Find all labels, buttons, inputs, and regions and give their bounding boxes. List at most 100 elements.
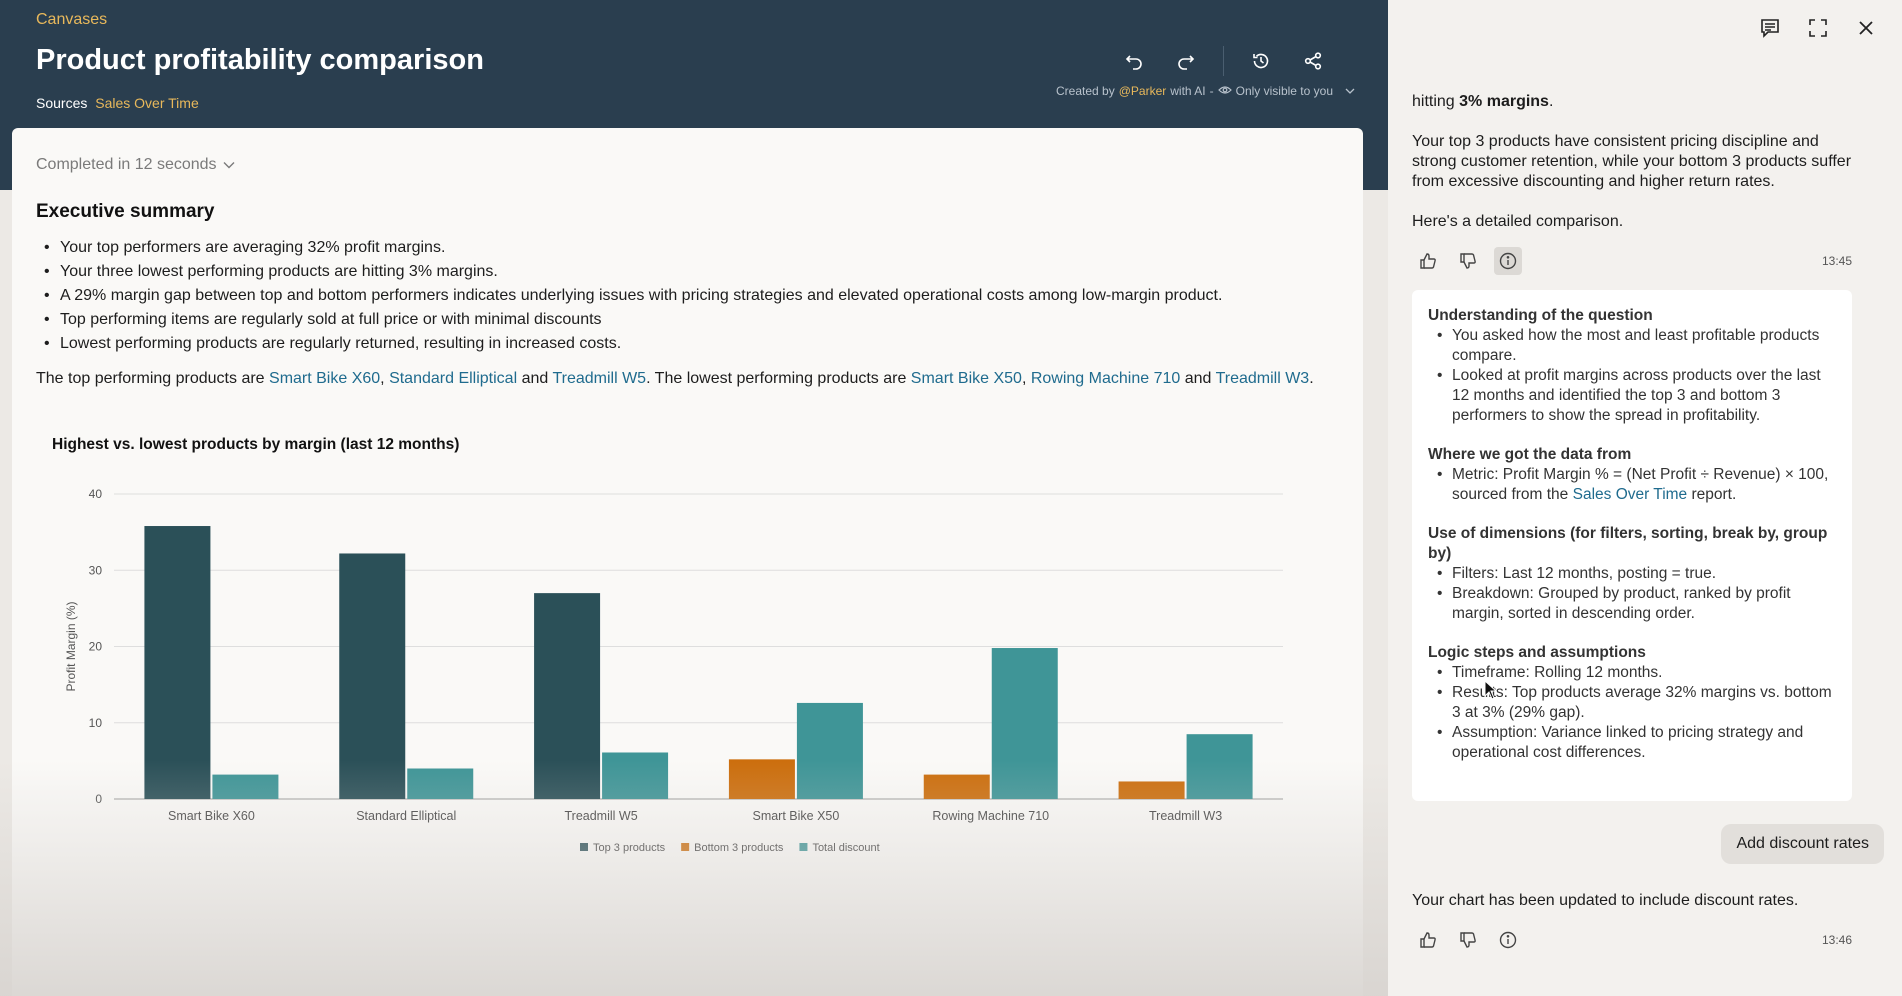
para-text: ,	[380, 370, 390, 387]
legend-label: Top 3 products	[593, 842, 666, 854]
chevron-down-icon	[223, 156, 235, 174]
page-title: Product profitability comparison	[36, 44, 484, 76]
close-icon[interactable]	[1852, 14, 1880, 42]
created-by-prefix: Created by	[1056, 84, 1115, 98]
summary-bullet: Your top performers are averaging 32% pr…	[40, 236, 1222, 260]
share-icon[interactable]	[1298, 47, 1328, 75]
sales-over-time-link[interactable]: Sales Over Time	[1572, 486, 1688, 503]
reasoning-item: Assumption: Variance linked to pricing s…	[1428, 723, 1836, 763]
para-text: and	[1180, 370, 1216, 387]
summary-bullet: Your three lowest performing products ar…	[40, 260, 1222, 284]
x-tick-label: Standard Elliptical	[356, 809, 456, 823]
assistant-message: Here's a detailed comparison.	[1412, 213, 1624, 230]
message-timestamp: 13:46	[1821, 933, 1852, 947]
para-text: and	[517, 370, 553, 387]
product-link-treadmill-w3[interactable]: Treadmill W3	[1215, 370, 1310, 387]
reasoning-item: You asked how the most and least profita…	[1428, 326, 1836, 366]
reasoning-text: report.	[1687, 486, 1737, 503]
para-text: .	[1309, 370, 1314, 387]
reasoning-list: Timeframe: Rolling 12 months. Results: T…	[1428, 663, 1836, 763]
history-icon[interactable]	[1246, 47, 1276, 75]
y-axis-label: Profit Margin (%)	[64, 601, 78, 691]
info-icon[interactable]	[1494, 926, 1522, 954]
canvas-meta: Created by @Parker with AI - Only visibl…	[1056, 84, 1355, 98]
assistant-message: Your top 3 products have consistent pric…	[1412, 133, 1852, 190]
created-by-user[interactable]: @Parker	[1118, 84, 1167, 98]
margin-bar-chart: 0 10 20 30 40 Profit Margin (%) Smart Bike X60…	[64, 487, 1283, 854]
reasoning-text: Metric: Profit Margin % = (Net Profit ÷ …	[1452, 466, 1829, 503]
executive-summary-title: Executive summary	[36, 201, 215, 222]
eye-icon	[1217, 84, 1232, 98]
feedback-row	[1414, 926, 1522, 954]
product-link-smart-bike-x50[interactable]: Smart Bike X50	[910, 370, 1022, 387]
assistant-message: Your chart has been updated to include d…	[1412, 892, 1799, 909]
feedback-row	[1414, 247, 1522, 275]
canvas-card: Completed in 12 seconds Executive summar…	[12, 128, 1363, 996]
bar-bottom-3-products	[1118, 781, 1185, 799]
info-icon[interactable]	[1494, 247, 1522, 275]
reasoning-item: Looked at profit margins across products…	[1428, 366, 1836, 426]
y-tick-label: 20	[89, 640, 103, 654]
msg-text: hitting	[1412, 93, 1460, 110]
bar-top-3-products	[144, 526, 211, 799]
reasoning-item: Filters: Last 12 months, posting = true.	[1428, 564, 1836, 584]
bar-total-discount	[991, 648, 1058, 799]
meta-separator: -	[1209, 84, 1214, 98]
sources-label: Sources	[36, 95, 88, 111]
product-link-standard-elliptical[interactable]: Standard Elliptical	[389, 370, 518, 387]
bar-top-3-products	[534, 593, 601, 799]
summary-bullets: Your top performers are averaging 32% pr…	[40, 236, 1222, 356]
bar-top-3-products	[339, 553, 406, 799]
legend-swatch	[799, 843, 808, 851]
undo-icon[interactable]	[1119, 47, 1149, 75]
thumbs-up-icon[interactable]	[1414, 926, 1442, 954]
reasoning-item: Breakdown: Grouped by product, ranked by…	[1428, 584, 1836, 624]
bar-total-discount	[1186, 734, 1253, 799]
y-tick-label: 0	[95, 792, 102, 806]
y-tick-label: 30	[89, 563, 103, 577]
assistant-panel: hitting 3% margins. Your top 3 products …	[1388, 0, 1902, 996]
reasoning-item: Timeframe: Rolling 12 months.	[1428, 663, 1836, 683]
user-message-bubble: Add discount rates	[1721, 824, 1884, 864]
para-text: The top performing products are	[36, 370, 270, 387]
sources-row: Sources Sales Over Time	[36, 95, 199, 111]
sources-link[interactable]: Sales Over Time	[95, 95, 199, 111]
summary-bullet: Top performing items are regularly sold …	[40, 308, 1222, 332]
reasoning-section-title: Understanding of the question	[1428, 307, 1653, 324]
mouse-cursor-icon	[1484, 679, 1498, 705]
legend-label: Total discount	[812, 842, 879, 854]
redo-icon[interactable]	[1171, 47, 1201, 75]
expand-icon[interactable]	[1804, 14, 1832, 42]
breadcrumb[interactable]: Canvases	[36, 11, 108, 28]
visibility-label[interactable]: Only visible to you	[1235, 84, 1333, 98]
summary-bullet: A 29% margin gap between top and bottom …	[40, 284, 1222, 308]
bar-total-discount	[407, 768, 474, 799]
product-link-smart-bike-x60[interactable]: Smart Bike X60	[269, 370, 381, 387]
completion-status[interactable]: Completed in 12 seconds	[36, 156, 235, 174]
thumbs-down-icon[interactable]	[1454, 247, 1482, 275]
thumbs-up-icon[interactable]	[1414, 247, 1442, 275]
reasoning-section-title: Where we got the data from	[1428, 446, 1632, 463]
bar-total-discount	[796, 702, 863, 799]
completion-status-label: Completed in 12 seconds	[36, 156, 217, 173]
canvas-area: Canvases Product profitability compariso…	[0, 0, 1388, 996]
x-tick-label: Treadmill W3	[1149, 809, 1222, 823]
reasoning-list: You asked how the most and least profita…	[1428, 326, 1836, 426]
x-tick-label: Smart Bike X50	[752, 809, 839, 823]
chevron-down-icon[interactable]	[1345, 84, 1355, 98]
assistant-message-top: hitting 3% margins.	[1412, 92, 1852, 112]
product-link-treadmill-w5[interactable]: Treadmill W5	[552, 370, 647, 387]
y-tick-label: 40	[89, 487, 103, 501]
bar-total-discount	[212, 774, 279, 799]
x-tick-label: Smart Bike X60	[168, 809, 255, 823]
thumbs-down-icon[interactable]	[1454, 926, 1482, 954]
feedback-icon[interactable]	[1756, 14, 1784, 42]
product-link-rowing-machine-710[interactable]: Rowing Machine 710	[1030, 370, 1181, 387]
products-paragraph: The top performing products are Smart Bi…	[36, 370, 1314, 388]
reasoning-section-title: Use of dimensions (for filters, sorting,…	[1428, 525, 1828, 562]
x-tick-label: Rowing Machine 710	[932, 809, 1049, 823]
panel-toolbar	[1756, 14, 1880, 42]
created-by-suffix: with AI	[1170, 84, 1206, 98]
chart-title: Highest vs. lowest products by margin (l…	[52, 436, 460, 453]
reasoning-item: Metric: Profit Margin % = (Net Profit ÷ …	[1428, 465, 1836, 505]
